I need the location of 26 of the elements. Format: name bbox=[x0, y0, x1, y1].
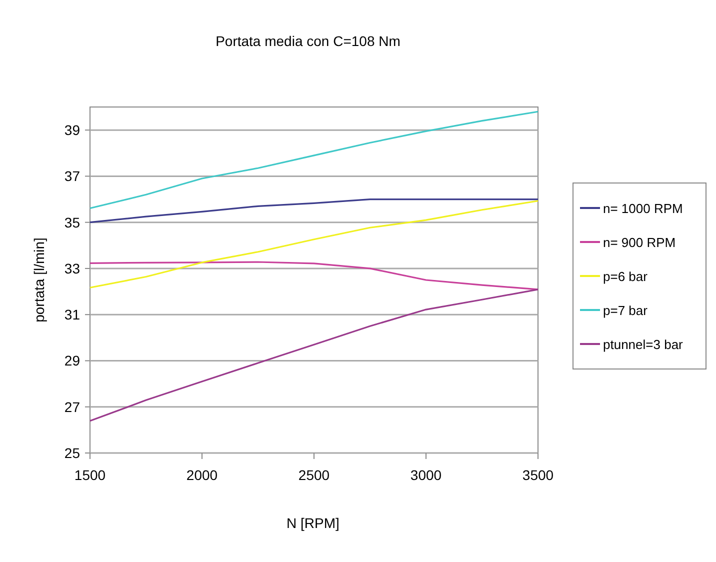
y-tick-label: 27 bbox=[64, 398, 80, 415]
line-series bbox=[89, 110, 539, 210]
x-tick-label: 3500 bbox=[522, 467, 554, 483]
x-axis-title: N [RPM] bbox=[286, 515, 340, 531]
line-series bbox=[89, 200, 539, 288]
y-tick-label: 29 bbox=[64, 352, 80, 369]
legend-label: n= 1000 RPM bbox=[603, 201, 683, 216]
line-series bbox=[89, 288, 539, 422]
y-tick-label: 25 bbox=[64, 445, 80, 461]
legend-label: p=6 bar bbox=[603, 269, 648, 284]
legend-label: n= 900 RPM bbox=[603, 235, 676, 250]
line-series bbox=[89, 261, 539, 290]
line-series bbox=[89, 198, 539, 224]
legend-label: ptunnel=3 bar bbox=[603, 337, 684, 352]
y-tick-label: 37 bbox=[64, 168, 80, 184]
x-tick-label: 3000 bbox=[410, 467, 442, 483]
y-axis-title: portata [l/min] bbox=[31, 238, 47, 322]
y-tick-label: 33 bbox=[64, 260, 80, 276]
chart-title: Portata media con C=108 Nm bbox=[216, 33, 400, 49]
legend-label: p=7 bar bbox=[603, 303, 648, 318]
y-tick-label: 35 bbox=[64, 214, 80, 230]
x-tick-label: 1500 bbox=[74, 467, 106, 483]
x-tick-label: 2000 bbox=[186, 467, 218, 483]
y-tick-label: 39 bbox=[64, 122, 80, 138]
x-tick-label: 2500 bbox=[298, 467, 330, 483]
y-tick-label: 31 bbox=[64, 306, 80, 323]
